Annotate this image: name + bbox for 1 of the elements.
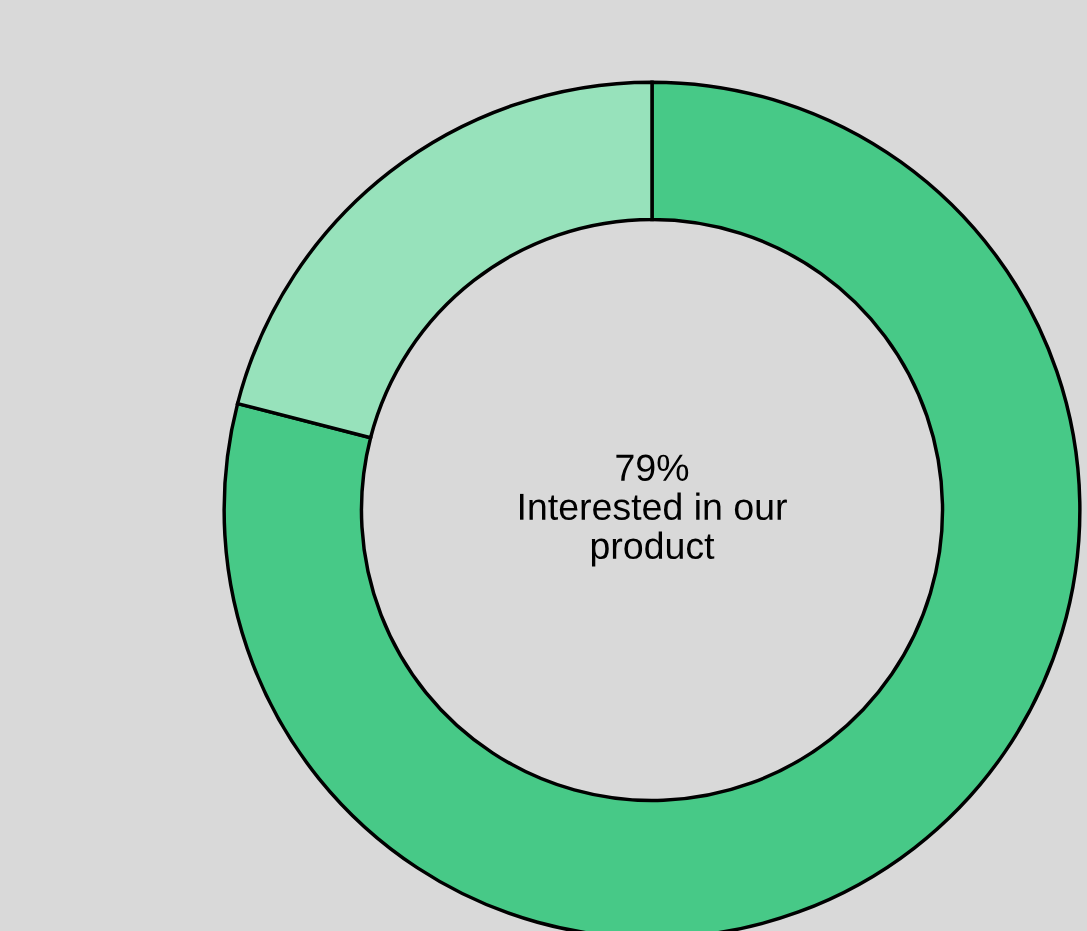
text: 79% Interested in our product — [519, 454, 787, 567]
